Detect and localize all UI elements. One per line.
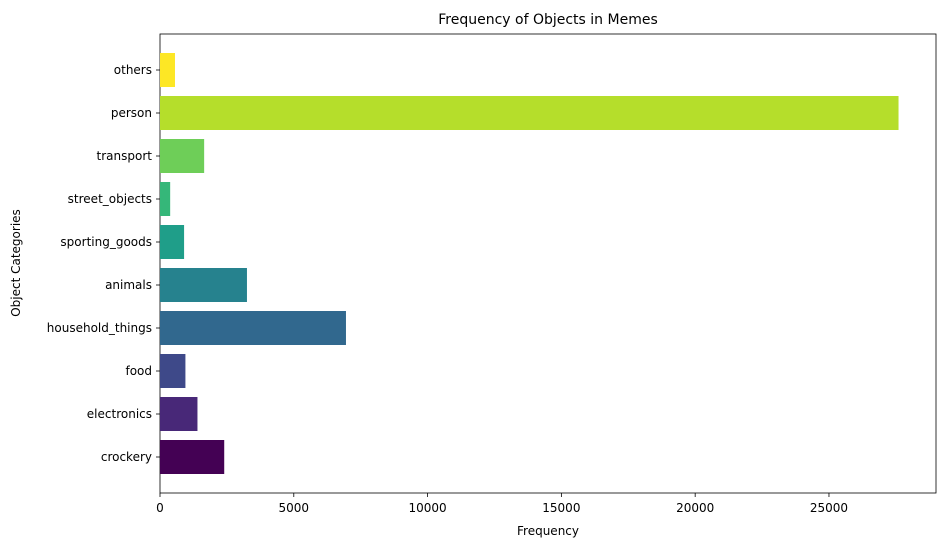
x-tick-label: 15000 [542, 501, 580, 515]
x-tick-label: 20000 [676, 501, 714, 515]
bars-group [160, 53, 899, 474]
bar-person [160, 96, 899, 130]
x-tick-label: 25000 [810, 501, 848, 515]
bar-animals [160, 268, 247, 302]
bar-transport [160, 139, 205, 173]
y-tick-label: sporting_goods [60, 235, 152, 249]
bar-sporting_goods [160, 225, 185, 259]
bar-electronics [160, 397, 198, 431]
bar-household_things [160, 311, 346, 345]
bar-food [160, 354, 186, 388]
y-tick-label: electronics [87, 407, 152, 421]
x-tick-label: 10000 [408, 501, 446, 515]
chart-title: Frequency of Objects in Memes [438, 12, 658, 28]
y-tick-label: household_things [47, 321, 152, 335]
y-tick-label: animals [105, 278, 152, 292]
y-tick-label: person [111, 106, 152, 120]
y-tick-label: transport [97, 149, 153, 163]
y-tick-label: crockery [101, 450, 152, 464]
bar-street_objects [160, 182, 171, 216]
x-axis-ticks: 0 5000 10000 15000 20000 25000 [156, 493, 848, 515]
x-axis-label: Frequency [517, 524, 579, 538]
bar-crockery [160, 440, 225, 474]
y-tick-label: food [125, 364, 152, 378]
plot-frame [159, 33, 937, 494]
y-axis-label: Object Categories [9, 209, 23, 317]
bar-others [160, 53, 175, 87]
y-tick-label: others [114, 63, 152, 77]
y-tick-label: street_objects [68, 192, 152, 206]
y-axis-ticks: crockery electronics food household_things a… [47, 63, 160, 464]
x-tick-label: 5000 [279, 501, 310, 515]
x-tick-label: 0 [156, 501, 164, 515]
